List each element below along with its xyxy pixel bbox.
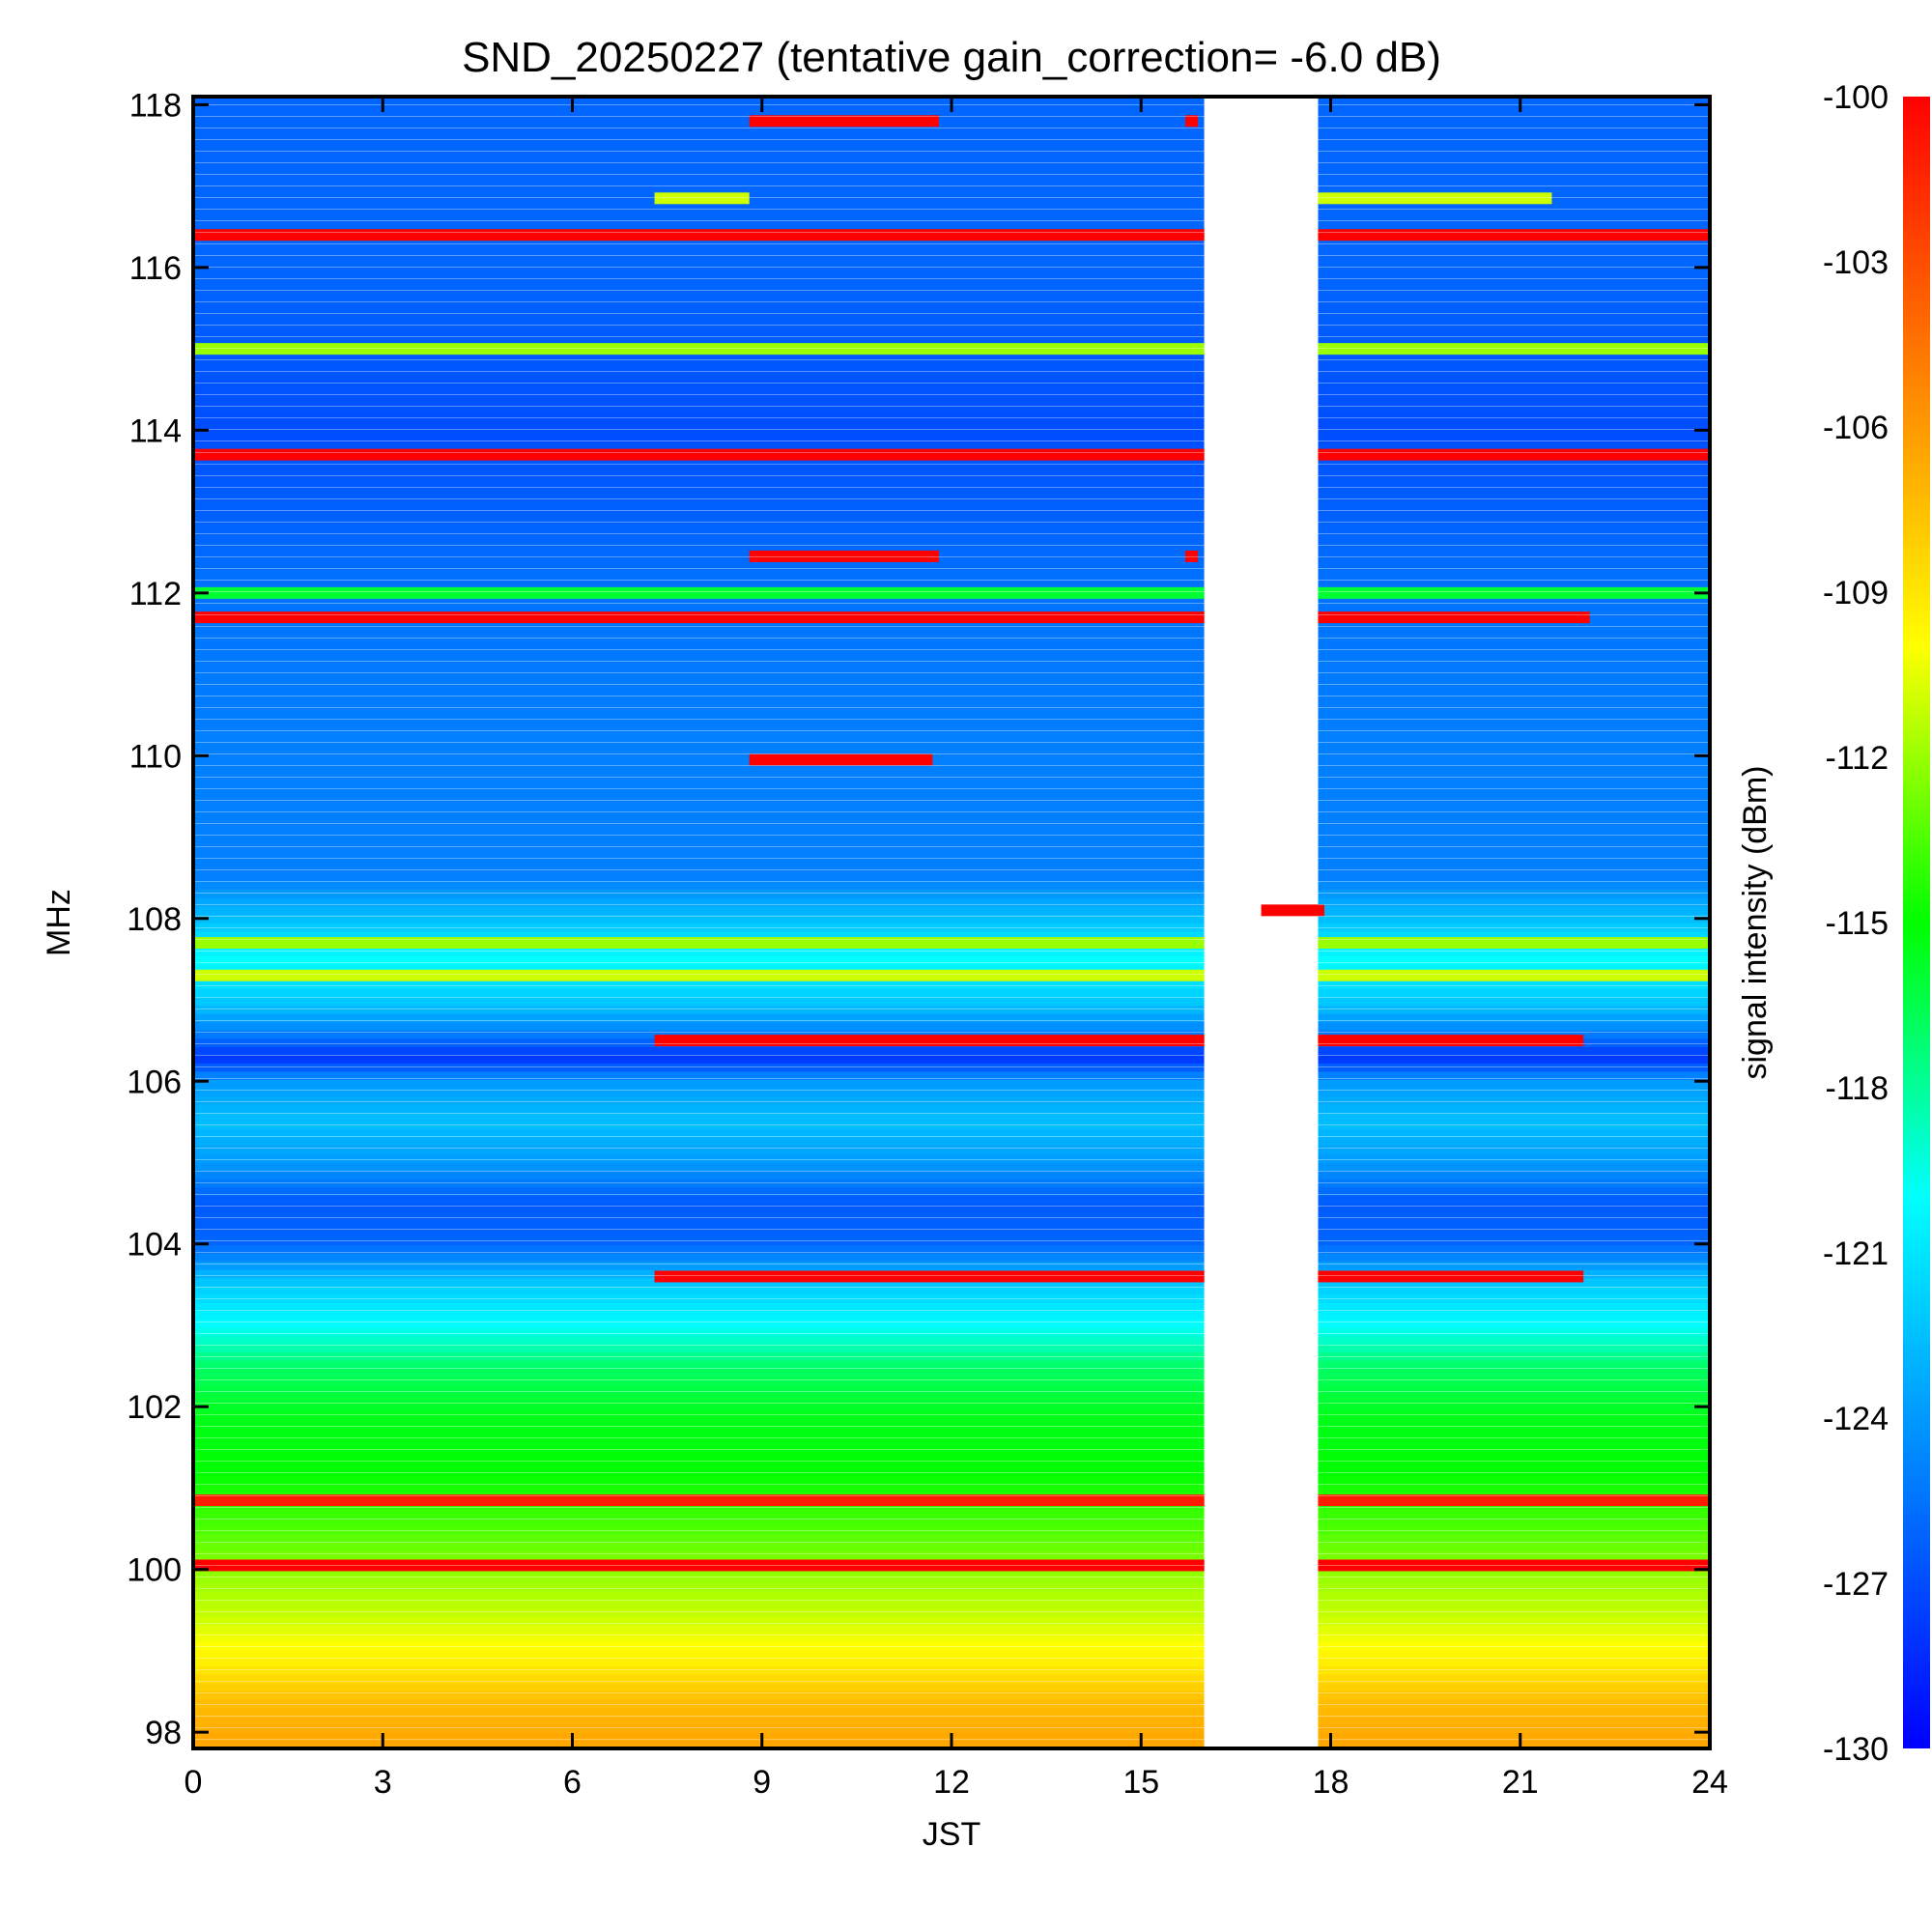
x-tick-label: 18 (1313, 1764, 1350, 1801)
x-axis-ticks: 0 3 6 9 12 15 18 21 24 (185, 97, 1728, 1801)
colorbar-tick-label: -100 (1823, 79, 1889, 116)
colorbar-tick-label: -121 (1823, 1236, 1889, 1272)
y-axis-label: MHz (41, 889, 77, 956)
y-tick-label: 118 (129, 87, 182, 124)
y-axis-ticks: 98 100 102 104 106 108 110 112 114 116 118 (127, 87, 1710, 1751)
x-tick-label: 9 (753, 1764, 771, 1801)
y-tick-label: 108 (127, 901, 182, 938)
colorbar-tick-label: -106 (1823, 410, 1889, 446)
colorbar-tick-label: -118 (1825, 1070, 1889, 1107)
colorbar-tick-label: -109 (1823, 575, 1889, 611)
colorbar-tick-label: -127 (1823, 1566, 1889, 1603)
colorbar (1903, 97, 1930, 1748)
data-gap (1204, 97, 1319, 1748)
colorbar-tick-label: -130 (1823, 1731, 1889, 1768)
row-texture (1318, 97, 1710, 1748)
signal-line (1261, 904, 1324, 917)
y-tick-label: 116 (129, 250, 182, 287)
colorbar-ticks: -100 -103 -106 -109 -112 -115 -118 -121 -124 -127… (1823, 79, 1889, 1768)
colorbar-tick-label: -124 (1823, 1401, 1889, 1437)
colorbar-label: signal intensity (dBm) (1737, 765, 1774, 1079)
x-tick-label: 6 (563, 1764, 582, 1801)
x-tick-label: 15 (1122, 1764, 1159, 1801)
x-tick-label: 0 (185, 1764, 203, 1801)
x-tick-label: 21 (1502, 1764, 1539, 1801)
chart-title: SND_20250227 (tentative gain_correction=… (462, 34, 1441, 81)
colorbar-tick-label: -103 (1823, 244, 1889, 281)
y-tick-label: 114 (129, 412, 182, 449)
y-tick-label: 106 (127, 1064, 182, 1100)
x-axis-label: JST (923, 1816, 980, 1853)
x-tick-label: 24 (1691, 1764, 1728, 1801)
y-tick-label: 110 (129, 738, 182, 775)
y-tick-label: 102 (127, 1389, 182, 1426)
plot-area (193, 97, 1710, 1748)
y-tick-label: 98 (145, 1715, 182, 1751)
colorbar-tick-label: -115 (1825, 905, 1889, 942)
y-tick-label: 100 (127, 1552, 182, 1589)
y-tick-label: 112 (129, 576, 182, 612)
x-tick-label: 3 (374, 1764, 392, 1801)
y-tick-label: 104 (127, 1227, 182, 1264)
x-tick-label: 12 (933, 1764, 970, 1801)
colorbar-tick-label: -112 (1825, 740, 1889, 777)
row-texture (193, 97, 1205, 1748)
